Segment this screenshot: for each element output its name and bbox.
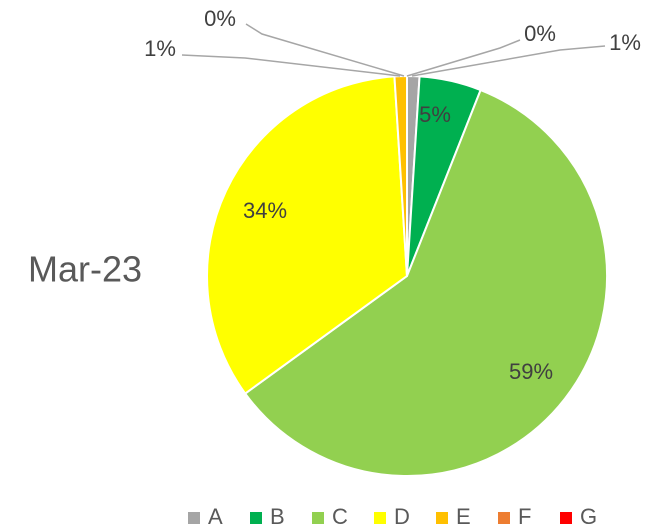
legend-label: G <box>580 504 597 529</box>
legend-label: E <box>456 504 471 529</box>
data-label: 34% <box>243 198 287 223</box>
legend-swatch <box>374 512 386 524</box>
data-label: 5% <box>419 102 451 127</box>
legend-label: D <box>394 504 410 529</box>
data-label: 0% <box>524 21 556 46</box>
leader-line <box>181 54 401 77</box>
legend-swatch <box>312 512 324 524</box>
leader-line <box>411 45 606 77</box>
legend-swatch <box>188 512 200 524</box>
legend-swatch <box>498 512 510 524</box>
pie-slice <box>206 75 409 395</box>
legend-swatch <box>560 512 572 524</box>
data-label: 1% <box>144 36 176 61</box>
leader-line <box>245 23 405 77</box>
pie-slice <box>243 88 608 477</box>
data-label: 1% <box>609 30 641 55</box>
legend-label: A <box>208 504 223 529</box>
legend-swatch <box>250 512 262 524</box>
legend-swatch <box>436 512 448 524</box>
chart-title: Mar-23 <box>28 249 142 290</box>
legend-label: F <box>518 504 531 529</box>
data-label: 59% <box>509 359 553 384</box>
legend-label: B <box>270 504 285 529</box>
legend-label: C <box>332 504 348 529</box>
data-label: 0% <box>204 6 236 31</box>
leader-line <box>406 39 521 77</box>
